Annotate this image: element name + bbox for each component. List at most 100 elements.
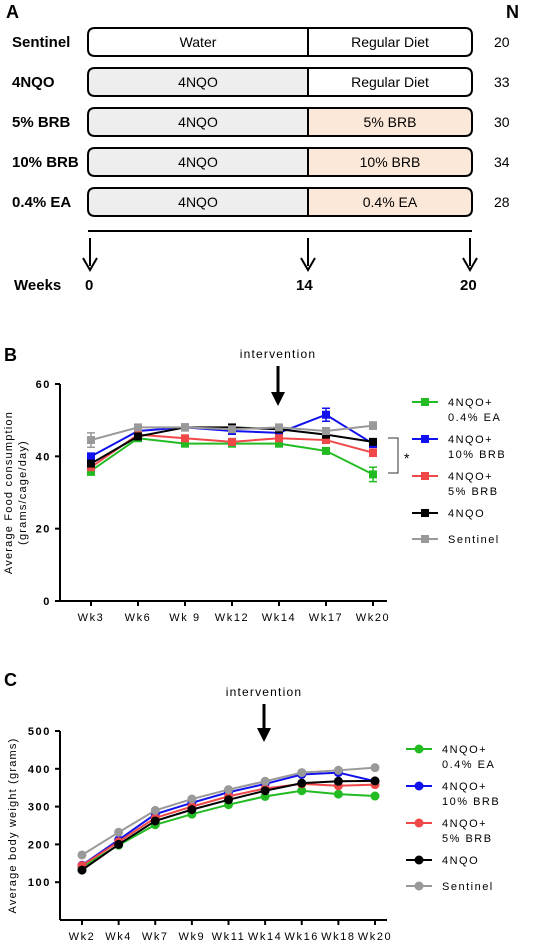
data-point: [77, 850, 87, 860]
intervention-label-b: intervention: [240, 347, 316, 361]
data-point: [87, 459, 95, 468]
y-tick-label: 60: [36, 379, 51, 391]
legend-label: 10% BRB: [448, 449, 506, 461]
panel-a-letter: A: [6, 2, 19, 22]
legend-item: 4NQO+ 0.4% EA: [406, 744, 495, 771]
legend-item: 4NQO+ 0.4% EA: [412, 397, 500, 424]
legend-swatch-marker: [421, 398, 429, 406]
group-row: 10% BRB 4NQO 10% BRB 34: [12, 147, 510, 177]
data-point: [369, 421, 377, 430]
data-point: [114, 827, 124, 837]
group-row: 5% BRB 4NQO 5% BRB 30: [12, 107, 510, 137]
phase1-box: [87, 147, 309, 177]
panel-b-letter: B: [4, 345, 17, 365]
group-row: 4NQO 4NQO Regular Diet 33: [12, 67, 510, 97]
legend-label: 10% BRB: [442, 796, 500, 808]
week-0-arrow: [82, 238, 98, 272]
group-row: 0.4% EA 4NQO 0.4% EA 28: [12, 187, 510, 217]
phase1-text: Water: [180, 34, 217, 50]
x-tick-label: Wk6: [125, 612, 152, 624]
legend-swatch-marker: [421, 472, 429, 480]
timeline: Weeks 0 14 20: [14, 230, 478, 294]
data-point: [260, 786, 270, 796]
legend-label: 4NQO+: [448, 397, 493, 409]
x-tick-label: Wk16: [284, 931, 319, 942]
data-point: [370, 763, 380, 773]
group-row: Sentinel Water Regular Diet 20: [12, 27, 510, 57]
group-label: 5% BRB: [12, 114, 71, 131]
y-tick-label: 20: [36, 524, 51, 536]
phase1-text: 4NQO: [178, 194, 218, 210]
y-tick-label: 40: [36, 451, 51, 463]
data-point: [333, 776, 343, 786]
legend-swatch-marker: [421, 535, 429, 543]
y-tick-label: 300: [28, 802, 51, 814]
panel-b: B intervention 0 20 40 60 Wk3 Wk6 Wk 9 Wk12 Wk14…: [3, 345, 506, 624]
y-axis-label: Average body weight (grams): [7, 738, 19, 914]
legend-label: 0.4% EA: [442, 759, 495, 771]
x-tick-label: Wk11: [212, 931, 246, 942]
data-point: [333, 765, 343, 775]
data-point: [114, 839, 124, 849]
legend-label: 4NQO+: [442, 744, 487, 756]
intervention-arrow-c: [257, 704, 271, 742]
panel-c: C intervention 100 200 300 400 500 Wk2 Wk4 Wk7 W…: [4, 670, 500, 942]
legend-c: 4NQO+ 0.4% EA 4NQO+ 10% BRB 4NQO+ 5% BRB 4NQO S…: [406, 744, 500, 893]
data-point: [322, 427, 330, 436]
group-label: Sentinel: [12, 34, 70, 51]
legend-label: 4NQO+: [448, 471, 493, 483]
legend-item: 4NQO+ 5% BRB: [412, 471, 497, 498]
data-point: [150, 805, 160, 815]
data-point: [275, 434, 283, 443]
data-point: [187, 794, 197, 804]
data-point: [369, 437, 377, 446]
data-point: [275, 423, 283, 432]
legend-item: 4NQO+ 10% BRB: [406, 781, 500, 808]
data-point: [87, 452, 95, 461]
group-n: 28: [494, 194, 510, 210]
significance-star: *: [404, 450, 410, 466]
y-axis-label-line: (grams/cage/day): [17, 440, 29, 545]
legend-swatch-marker: [421, 435, 429, 443]
phase1-text: 4NQO: [178, 114, 218, 130]
x-tick-label: Wk20: [358, 931, 393, 942]
intervention-arrow-b: [271, 366, 285, 406]
y-tick-label: 100: [28, 877, 51, 889]
x-tick-label: Wk18: [321, 931, 356, 942]
phase2-text: 0.4% EA: [363, 194, 418, 210]
phase2-box: [307, 187, 473, 217]
y-tick-label: 400: [28, 764, 51, 776]
phase1-box: [87, 187, 309, 217]
phase2-text: Regular Diet: [351, 34, 429, 50]
legend-item: Sentinel: [412, 534, 498, 546]
x-tick-label: Wk 9: [169, 612, 200, 624]
panel-c-letter: C: [4, 670, 17, 690]
data-point: [275, 439, 283, 448]
data-point: [322, 446, 330, 455]
phase2-box: [307, 147, 473, 177]
legend-b: 4NQO+ 0.4% EA 4NQO+ 10% BRB 4NQO+ 5% BRB 4NQO S…: [412, 397, 506, 546]
data-point: [187, 805, 197, 815]
legend-label: 4NQO+: [448, 434, 493, 446]
data-point: [87, 436, 95, 445]
group-n: 20: [494, 34, 510, 50]
series-sentinel: [77, 763, 380, 860]
phase2-box: [307, 27, 473, 57]
phase2-box: [307, 107, 473, 137]
series-4nqo: [77, 776, 380, 875]
legend-swatch-marker: [414, 881, 424, 891]
y-tick-label: 500: [28, 726, 51, 738]
group-n: 30: [494, 114, 510, 130]
x-tick-label: Wk12: [215, 612, 250, 624]
group-n: 34: [494, 154, 510, 170]
group-label: 10% BRB: [12, 154, 79, 171]
x-tick-label: Wk17: [309, 612, 344, 624]
data-point: [224, 795, 233, 805]
phase1-text: 4NQO: [178, 154, 218, 170]
legend-swatch-marker: [414, 818, 424, 828]
x-tick-label: Wk2: [69, 931, 96, 942]
data-point: [228, 425, 236, 434]
data-point: [297, 768, 307, 778]
